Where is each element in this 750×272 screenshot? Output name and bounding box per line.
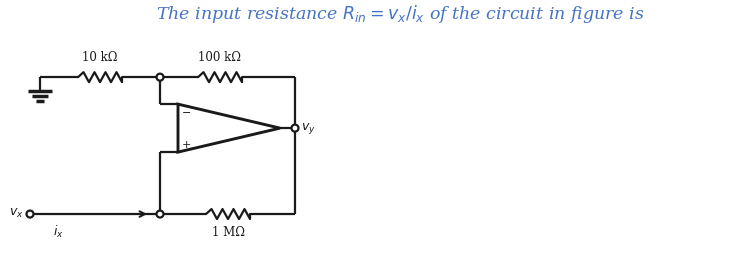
Text: $-$: $-$ [181, 106, 191, 116]
Text: 100 kΩ: 100 kΩ [199, 51, 242, 64]
Circle shape [26, 211, 34, 218]
Circle shape [157, 211, 164, 218]
Text: 10 kΩ: 10 kΩ [82, 51, 118, 64]
Text: 1 MΩ: 1 MΩ [211, 226, 244, 239]
Circle shape [157, 74, 164, 81]
Text: $i_x$: $i_x$ [53, 224, 63, 240]
Text: $v_x$: $v_x$ [9, 206, 24, 220]
Text: $+$: $+$ [181, 139, 191, 150]
Text: $v_y$: $v_y$ [301, 120, 316, 136]
Text: The input resistance $R_{in} = v_x/i_x$ of the circuit in figure is: The input resistance $R_{in} = v_x/i_x$ … [156, 3, 644, 25]
Circle shape [292, 125, 298, 132]
